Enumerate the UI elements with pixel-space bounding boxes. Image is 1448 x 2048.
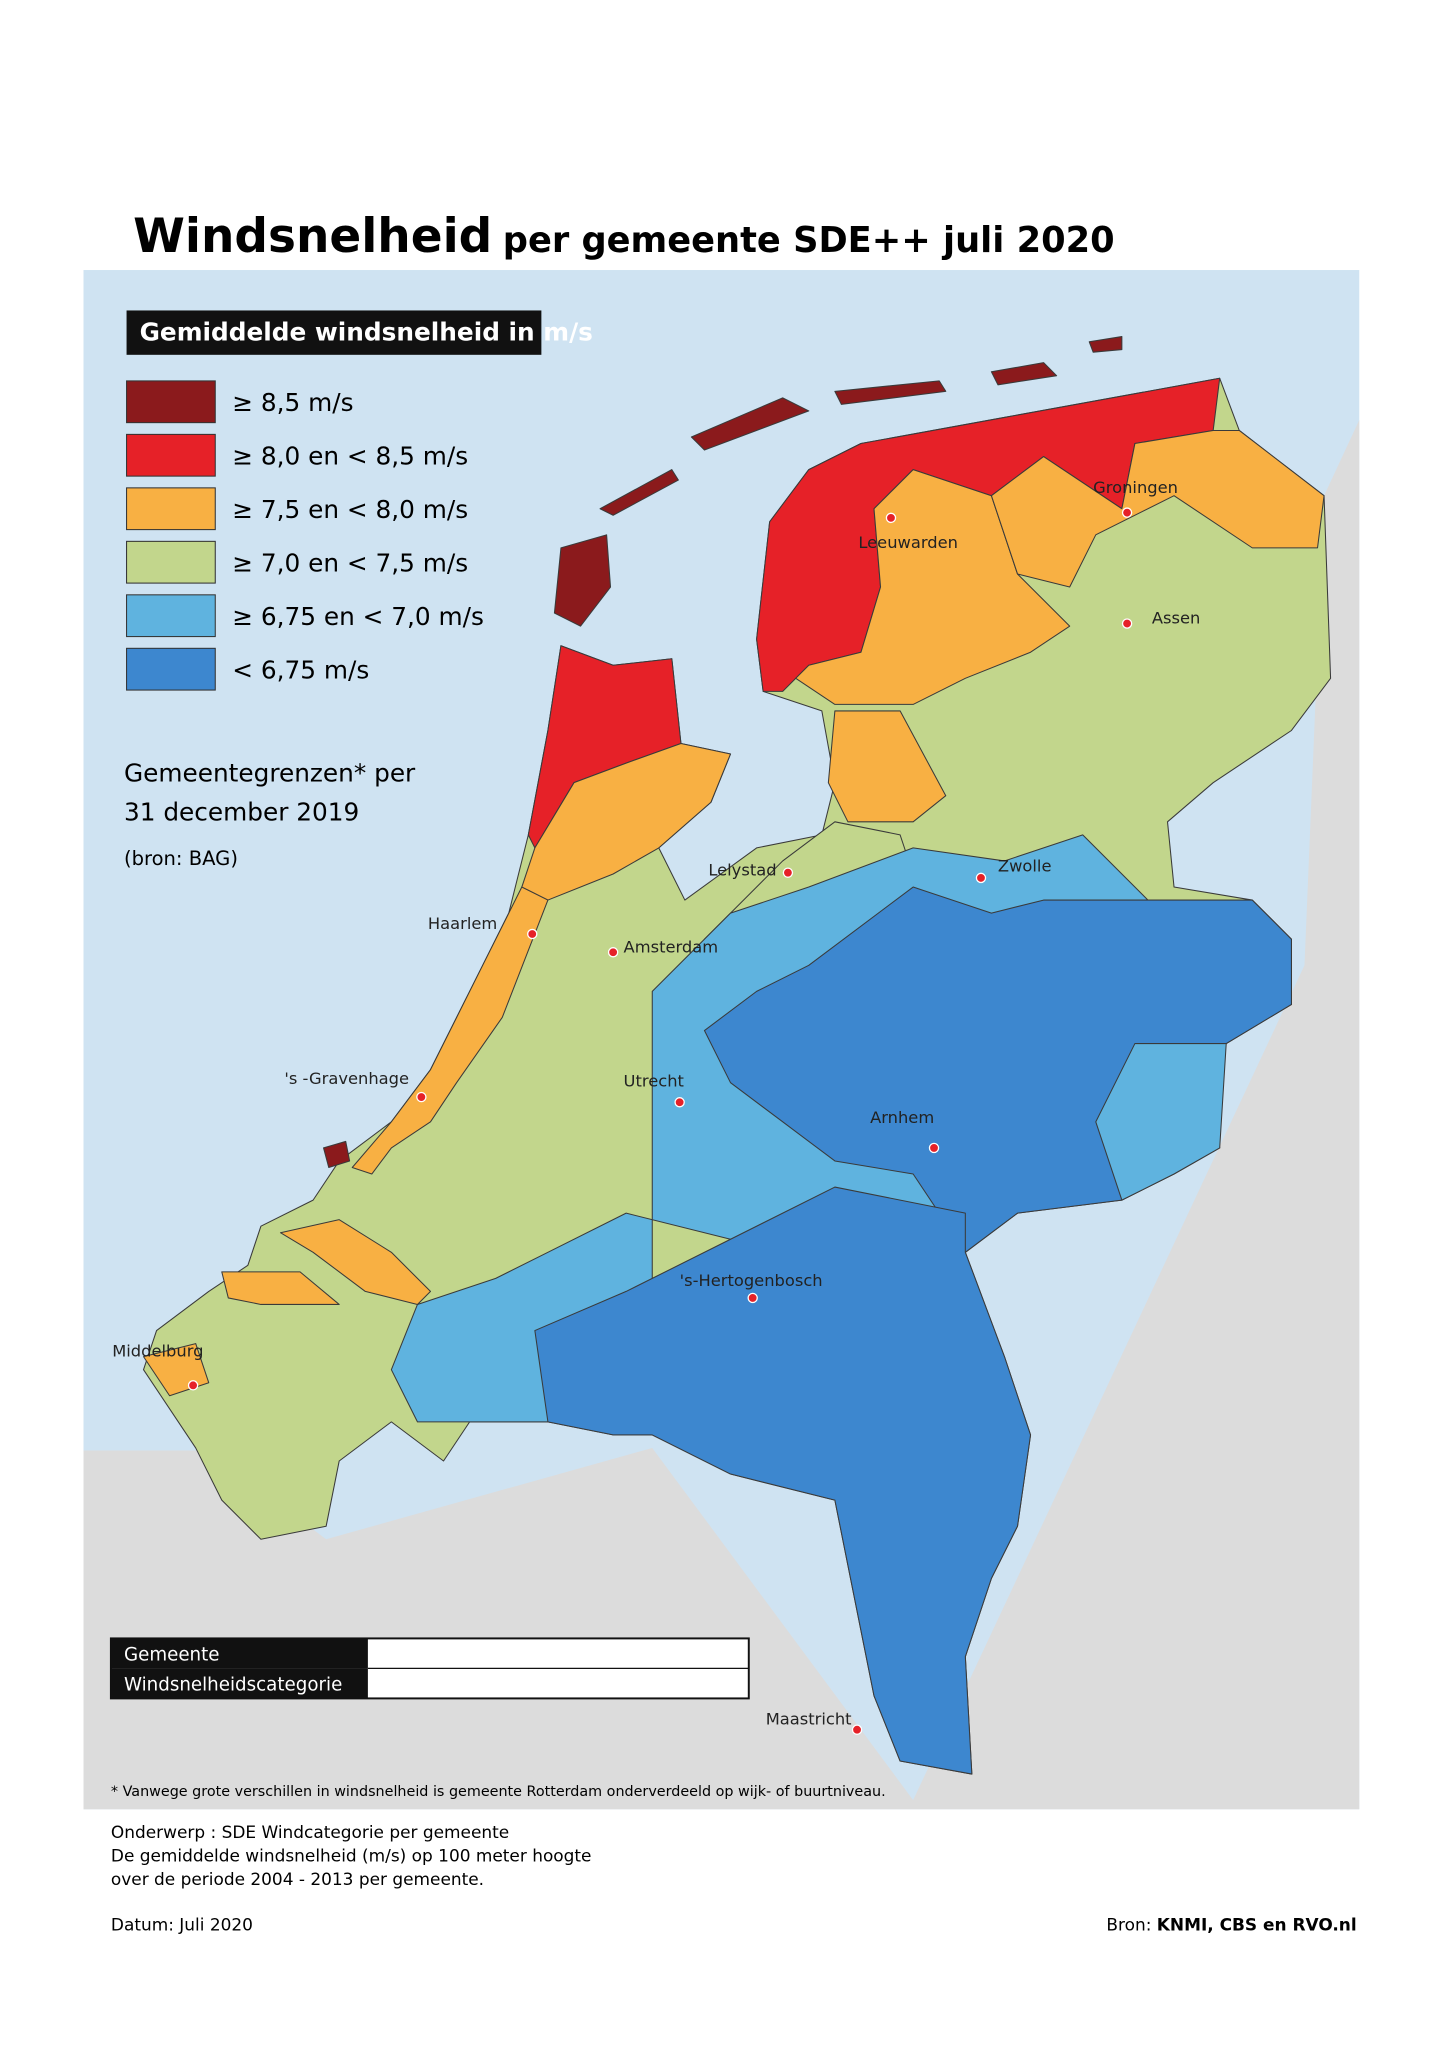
region bbox=[534, 1186, 1032, 1775]
city-label: Lelystad bbox=[708, 860, 776, 879]
city-dot bbox=[527, 928, 538, 940]
region bbox=[221, 1271, 340, 1305]
region bbox=[521, 743, 732, 901]
city-dot bbox=[1121, 618, 1133, 629]
legend-swatch bbox=[126, 594, 216, 638]
cities: Leeuwarden Groningen Assen Lelystad Zwol… bbox=[112, 478, 1201, 1735]
city-label: 's-Hertogenbosch bbox=[680, 1271, 823, 1290]
legend-label: < 6,75 m/s bbox=[232, 655, 369, 684]
city-label: Maastricht bbox=[766, 1709, 852, 1728]
city-label: Haarlem bbox=[428, 914, 497, 933]
region bbox=[323, 1140, 351, 1169]
city-dot bbox=[975, 872, 987, 884]
legend-label: ≥ 8,0 en < 8,5 m/s bbox=[232, 441, 468, 470]
legend-swatch bbox=[126, 647, 216, 691]
region bbox=[1088, 336, 1123, 353]
city-label: Arnhem bbox=[870, 1108, 934, 1127]
city-dot bbox=[782, 867, 794, 878]
city-label: Middelburg bbox=[112, 1342, 203, 1361]
legend-title: Gemiddelde windsnelheid in m/s bbox=[140, 317, 593, 346]
city-label: Zwolle bbox=[998, 856, 1052, 875]
title-main: Windsnelheid bbox=[133, 209, 492, 264]
source-value: KNMI, CBS en RVO.nl bbox=[1157, 1915, 1357, 1935]
city-dot bbox=[928, 1142, 940, 1154]
city-dot bbox=[416, 1091, 427, 1103]
city-dot bbox=[607, 947, 619, 958]
title-rest: per gemeente SDE++ juli 2020 bbox=[503, 220, 1115, 261]
city-label: Amsterdam bbox=[624, 937, 719, 956]
table-label: Windsnelheidscategorie bbox=[124, 1675, 342, 1696]
source: Bron: KNMI, CBS en RVO.nl bbox=[1106, 1915, 1356, 1935]
city-label: Assen bbox=[1152, 609, 1201, 628]
table-label-cell bbox=[110, 1668, 368, 1699]
city-dot bbox=[747, 1292, 758, 1304]
city-dot bbox=[851, 1724, 863, 1735]
region bbox=[599, 469, 679, 516]
legend: ≥ 8,5 m/s ≥ 8,0 en < 8,5 m/s ≥ 7,5 en < 8,… bbox=[126, 380, 484, 691]
map-regions bbox=[142, 336, 1332, 1775]
legend-label: ≥ 6,75 en < 7,0 m/s bbox=[232, 602, 484, 631]
city-label: Leeuwarden bbox=[858, 533, 958, 552]
city-dot bbox=[885, 512, 897, 524]
date: Datum: Juli 2020 bbox=[111, 1915, 253, 1935]
legend-label: ≥ 8,5 m/s bbox=[232, 388, 353, 417]
footnote: * Vanwege grote verschillen in windsnelh… bbox=[111, 1784, 886, 1800]
description-line: De gemiddelde windsnelheid (m/s) op 100 … bbox=[111, 1845, 592, 1865]
table-label: Gemeente bbox=[124, 1645, 220, 1666]
region bbox=[827, 710, 947, 823]
title: Windsnelheid per gemeente SDE++ juli 2020 bbox=[133, 209, 1115, 264]
region bbox=[690, 397, 810, 451]
region bbox=[990, 429, 1325, 588]
description-line: over de periode 2004 - 2013 per gemeente… bbox=[111, 1869, 484, 1889]
region bbox=[553, 534, 612, 627]
source-label: Bron: bbox=[1106, 1915, 1156, 1935]
boundaries-text: 31 december 2019 bbox=[124, 798, 359, 827]
legend-label: ≥ 7,5 en < 8,0 m/s bbox=[232, 495, 468, 524]
legend-title-box bbox=[126, 310, 542, 355]
info-table: Gemeente Windsnelheidscategorie bbox=[109, 1637, 750, 1700]
city-label: Utrecht bbox=[624, 1072, 684, 1091]
region bbox=[795, 469, 1071, 705]
legend-swatch bbox=[126, 433, 216, 477]
table-label-cell bbox=[110, 1638, 368, 1669]
legend-swatch bbox=[126, 540, 216, 584]
description-line: Onderwerp : SDE Windcategorie per gemeen… bbox=[111, 1822, 509, 1842]
city-label: 's -Gravenhage bbox=[284, 1069, 409, 1088]
region bbox=[834, 380, 947, 405]
boundaries-text: Gemeentegrenzen* per bbox=[124, 758, 416, 787]
city-label: Groningen bbox=[1093, 478, 1178, 497]
city-dot bbox=[674, 1097, 685, 1108]
region bbox=[351, 886, 549, 1175]
region bbox=[703, 886, 1292, 1253]
legend-label: ≥ 7,0 en < 7,5 m/s bbox=[232, 548, 468, 577]
region bbox=[990, 362, 1058, 386]
city-dot bbox=[187, 1380, 199, 1391]
legend-swatch bbox=[126, 380, 216, 424]
boundaries-source: (bron: BAG) bbox=[124, 847, 238, 870]
legend-swatch bbox=[126, 487, 216, 531]
city-dot bbox=[1121, 507, 1133, 518]
region bbox=[279, 1219, 432, 1305]
